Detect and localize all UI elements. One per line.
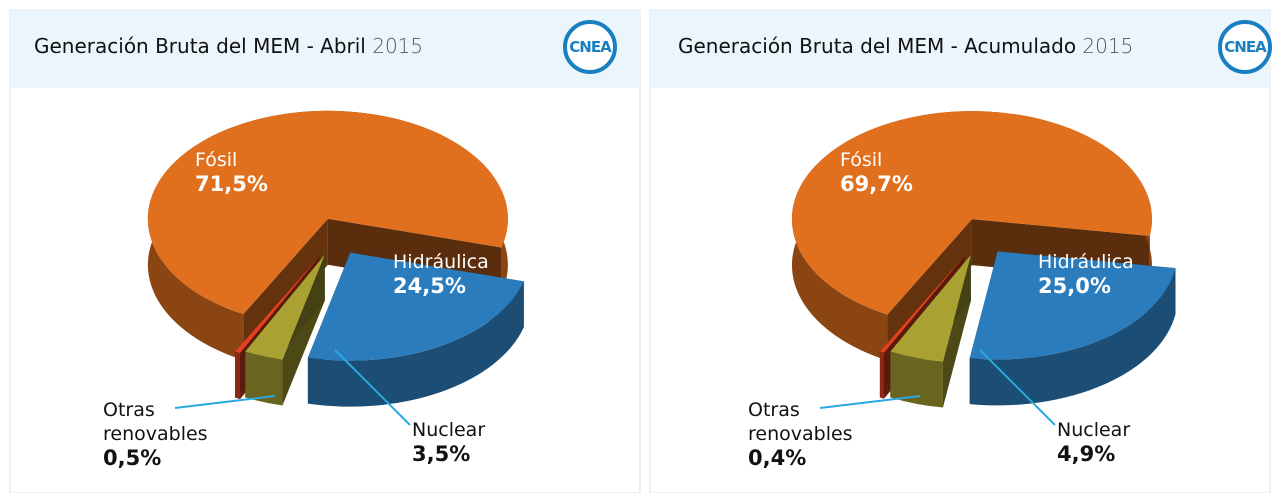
label-name: Fósil: [195, 149, 238, 171]
slice-label: Nuclear 3,5%: [412, 418, 485, 466]
slice: [791, 111, 1152, 315]
title-text: Generación Bruta del MEM - Acumulado: [678, 34, 1077, 58]
label-value: 0,5%: [103, 446, 162, 470]
slice-side: [307, 281, 524, 407]
label-value: 69,7%: [840, 172, 913, 196]
slice-label: Hidráulica 25,0%: [1038, 250, 1134, 298]
logo: CNEA: [1218, 20, 1272, 74]
label-value: 4,9%: [1057, 442, 1116, 466]
slice: [235, 256, 320, 354]
slice-side: [879, 351, 884, 399]
slice-label: Otras renovables 0,4%: [748, 398, 853, 470]
slice: [245, 254, 325, 360]
callout-line: [334, 349, 411, 426]
slice-side: [235, 351, 241, 400]
panel-header: [650, 10, 1270, 88]
slice: [307, 252, 524, 361]
title-text: Generación Bruta del MEM - Abril: [34, 34, 366, 58]
label-name: Hidráulica: [1038, 251, 1134, 273]
slice-label: Fósil 69,7%: [840, 148, 913, 196]
slice-side: [245, 351, 283, 406]
title-period: 2015: [1082, 34, 1134, 58]
label-value: 25,0%: [1038, 274, 1111, 298]
slice: [879, 256, 965, 353]
slice: [147, 110, 508, 315]
label-value: 24,5%: [393, 274, 466, 298]
label-name: Otras renovables: [103, 399, 208, 445]
label-name: Fósil: [840, 149, 883, 171]
slice-side: [890, 351, 943, 408]
panel-header: [10, 10, 640, 88]
slice-label: Otras renovables 0,5%: [103, 398, 208, 470]
callout-line: [819, 395, 921, 409]
title-period: 2015: [372, 34, 424, 58]
label-name: Otras renovables: [748, 399, 853, 445]
label-value: 0,4%: [748, 446, 807, 470]
slice-label: Hidráulica 24,5%: [393, 250, 489, 298]
label-name: Nuclear: [412, 419, 486, 441]
chart-title: Generación Bruta del MEM - Abril 2015: [34, 34, 423, 58]
chart-title: Generación Bruta del MEM - Acumulado 201…: [678, 34, 1133, 58]
logo: CNEA: [563, 20, 617, 74]
slice-label: Nuclear 4,9%: [1057, 418, 1130, 466]
slice: [969, 251, 1176, 360]
slice-label: Fósil 71,5%: [195, 148, 268, 196]
label-name: Nuclear: [1057, 419, 1131, 441]
label-name: Hidráulica: [393, 251, 489, 273]
slice-side: [969, 268, 1176, 406]
callout-line: [174, 395, 276, 409]
label-value: 71,5%: [195, 172, 268, 196]
callout-line: [979, 349, 1056, 426]
slice: [890, 254, 971, 362]
label-value: 3,5%: [412, 442, 471, 466]
